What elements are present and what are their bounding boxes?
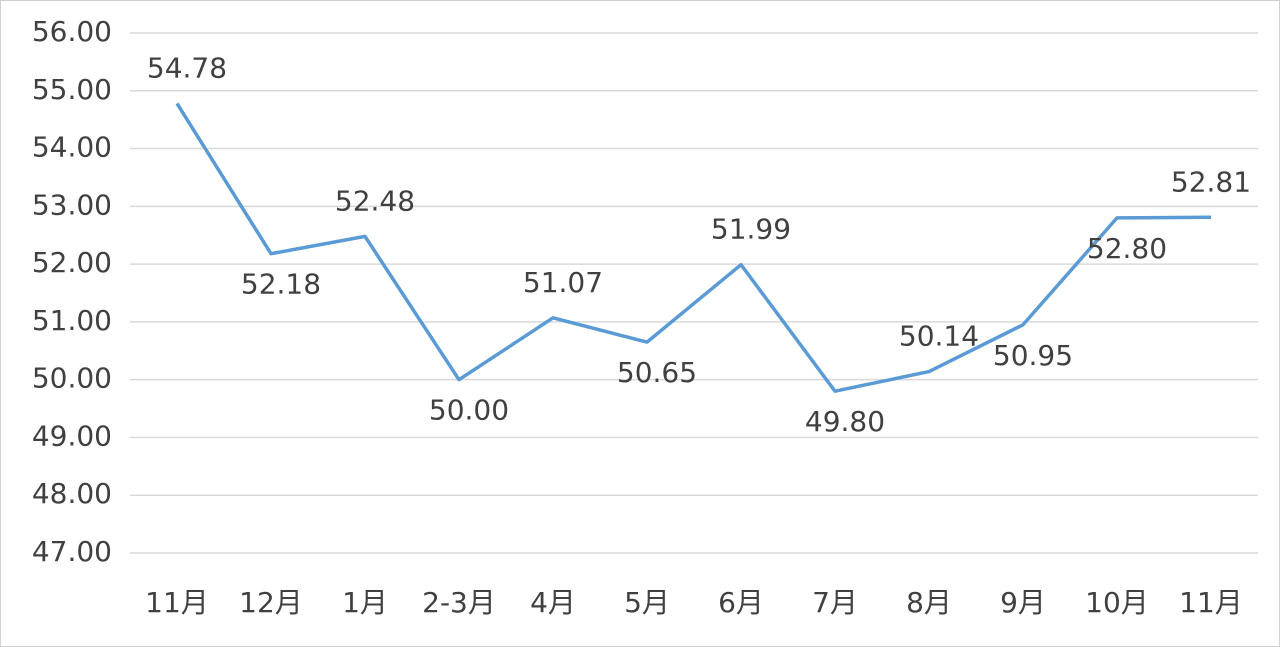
data-label: 52.48: [335, 184, 415, 217]
data-label: 50.14: [899, 320, 979, 353]
data-label: 50.00: [429, 394, 509, 427]
data-label: 52.81: [1171, 165, 1251, 198]
data-label: 51.99: [711, 213, 791, 246]
x-tick-label: 2-3月: [422, 586, 496, 619]
x-tick-label: 8月: [906, 586, 952, 619]
y-tick-label: 55.00: [32, 73, 112, 106]
x-tick-label: 12月: [239, 586, 303, 619]
y-tick-label: 51.00: [32, 304, 112, 337]
y-tick-label: 50.00: [32, 362, 112, 395]
x-tick-label: 1月: [342, 586, 388, 619]
x-tick-label: 5月: [624, 586, 670, 619]
data-label: 51.07: [523, 266, 603, 299]
y-tick-label: 53.00: [32, 188, 112, 221]
x-tick-label: 9月: [1000, 586, 1046, 619]
y-tick-label: 54.00: [32, 131, 112, 164]
y-tick-label: 48.00: [32, 477, 112, 510]
line: [175, 102, 1212, 393]
y-tick-label: 52.00: [32, 246, 112, 279]
x-tick-label: 4月: [530, 586, 576, 619]
x-tick-label: 11月: [145, 586, 209, 619]
x-tick-label: 11月: [1179, 586, 1243, 619]
data-label: 49.80: [805, 405, 885, 438]
data-label: 50.65: [617, 356, 697, 389]
y-tick-label: 56.00: [32, 15, 112, 48]
x-tick-label: 6月: [718, 586, 764, 619]
data-label: 52.80: [1087, 232, 1167, 265]
y-tick-label: 49.00: [32, 419, 112, 452]
x-tick-label: 7月: [812, 586, 858, 619]
x-tick-label: 10月: [1085, 586, 1149, 619]
data-label: 54.78: [147, 51, 227, 84]
data-label: 50.95: [993, 339, 1073, 372]
y-tick-label: 47.00: [32, 535, 112, 568]
data-label: 52.18: [241, 268, 321, 301]
